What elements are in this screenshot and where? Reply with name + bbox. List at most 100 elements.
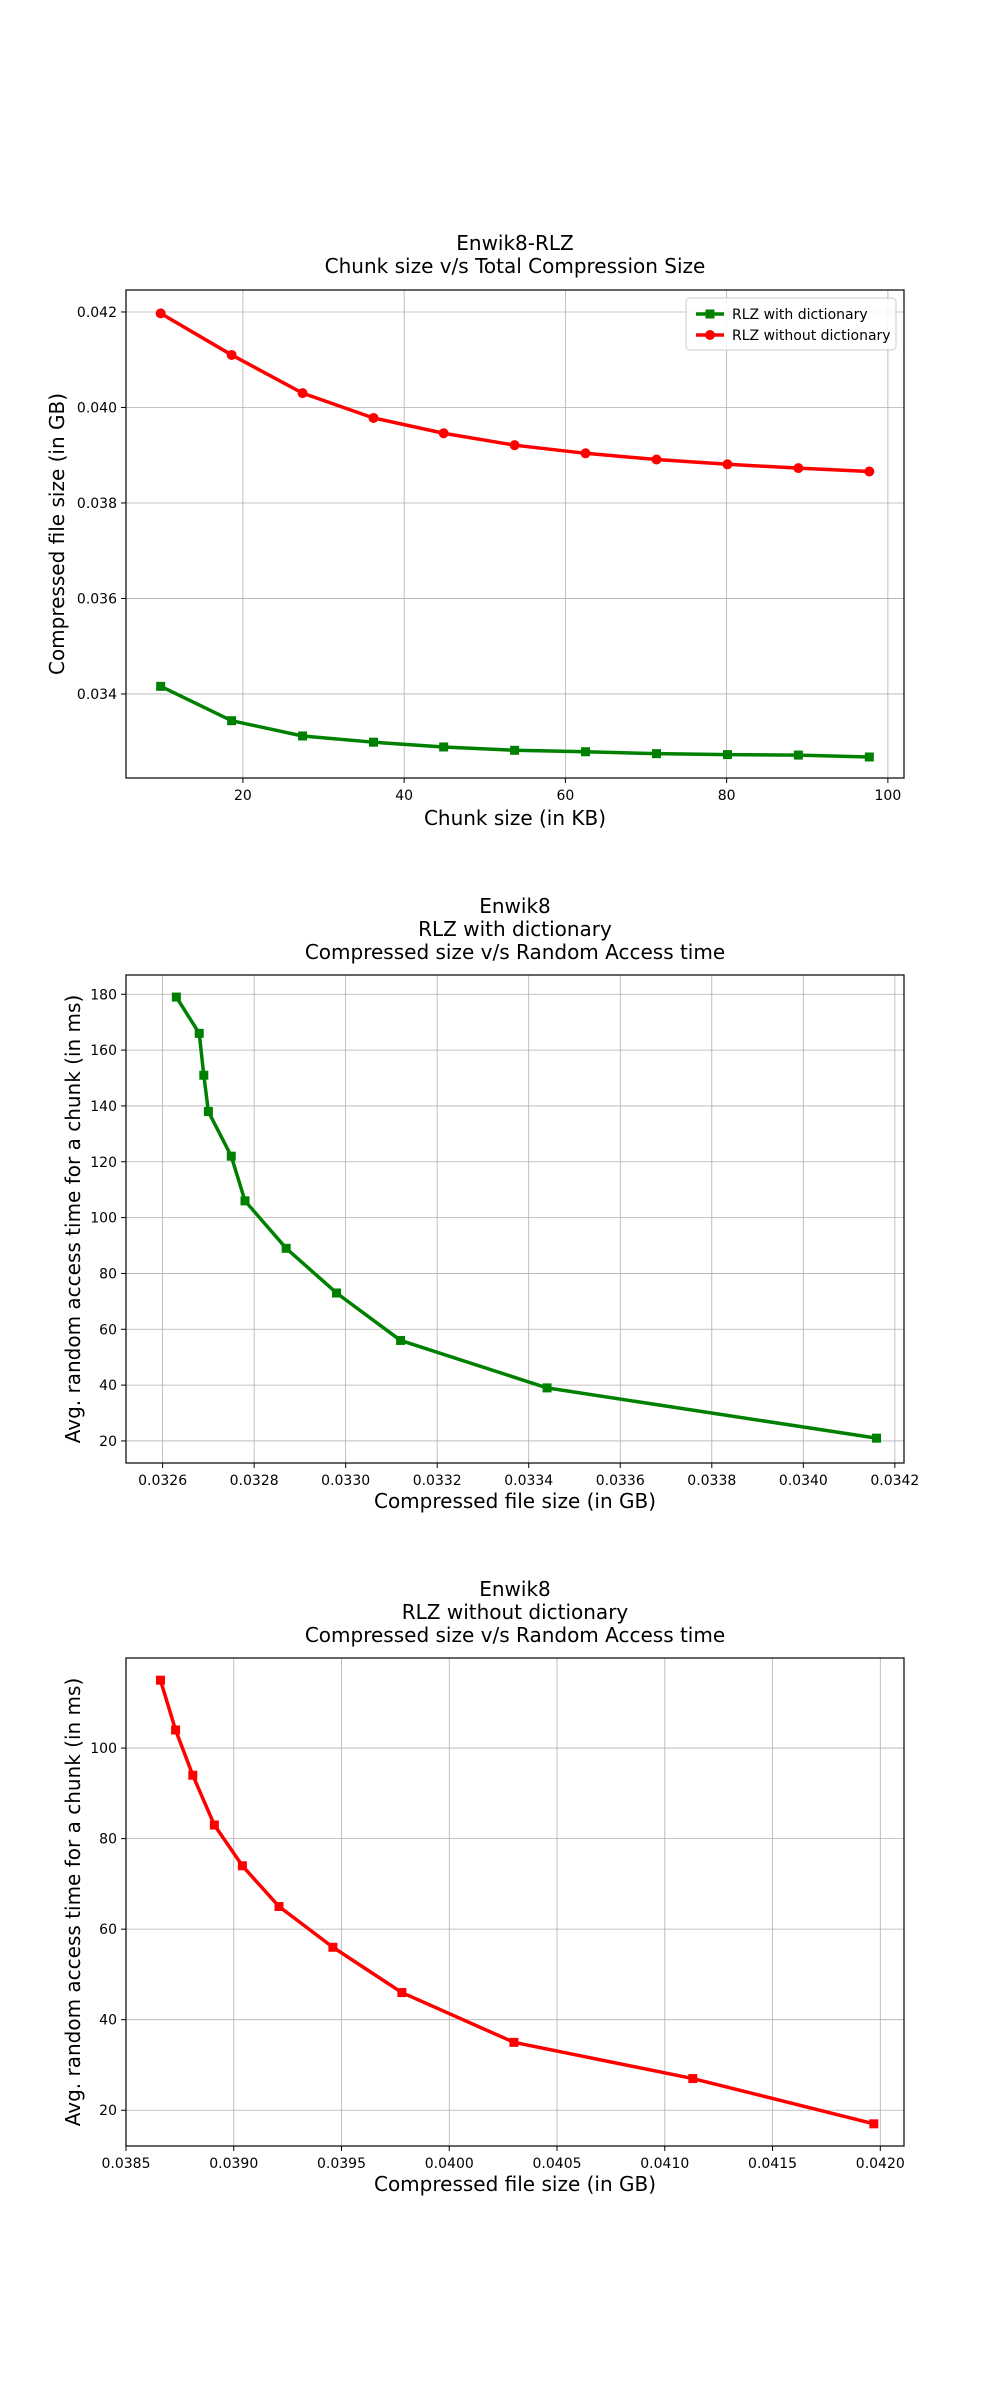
data-point: [203, 1107, 213, 1117]
data-point: [155, 308, 166, 319]
y-tick-label: 0.040: [77, 400, 117, 416]
y-tick-label: 40: [99, 2013, 117, 2029]
data-point: [651, 454, 662, 465]
data-point: [328, 1942, 338, 1952]
x-axis-label: Compressed file size (in GB): [374, 1489, 656, 1513]
x-tick-label: 0.0400: [425, 2156, 474, 2172]
x-tick-label: 0.0385: [102, 2156, 151, 2172]
data-point: [722, 750, 732, 760]
x-tick-label: 40: [395, 788, 413, 804]
data-point: [298, 731, 308, 741]
y-axis-label: Avg. random access time for a chunk (in …: [61, 995, 85, 1444]
y-tick-label: 80: [99, 1832, 117, 1848]
x-axis-label: Compressed file size (in GB): [374, 2172, 656, 2196]
y-tick-label: 0.038: [77, 496, 117, 512]
data-point: [226, 1151, 236, 1161]
data-point: [171, 1725, 181, 1735]
y-tick-label: 20: [99, 1434, 117, 1450]
chart-title-line: RLZ with dictionary: [418, 917, 612, 941]
y-tick-label: 0.036: [77, 591, 117, 607]
plot-frame: [125, 1657, 905, 2147]
chart-title-line: Enwik8-RLZ: [456, 231, 574, 255]
y-tick-label: 60: [99, 1322, 117, 1338]
x-tick-label: 0.0338: [687, 1473, 736, 1489]
data-point: [369, 737, 379, 747]
data-point: [281, 1243, 291, 1253]
x-tick-label: 100: [875, 788, 902, 804]
x-tick-label: 0.0330: [321, 1473, 370, 1489]
x-tick-label: 60: [556, 788, 574, 804]
data-point: [793, 463, 804, 474]
y-tick-label: 160: [90, 1043, 117, 1059]
x-tick-label: 0.0334: [504, 1473, 553, 1489]
data-point: [237, 1861, 247, 1871]
series-line: [158, 1679, 875, 2126]
y-axis-label: Avg. random access time for a chunk (in …: [61, 1678, 85, 2127]
chart-title-line: Compressed size v/s Random Access time: [305, 940, 725, 964]
y-tick-label: 60: [99, 1922, 117, 1938]
x-tick-label: 0.0326: [138, 1473, 187, 1489]
data-point: [509, 440, 520, 451]
y-tick-label: 80: [99, 1266, 117, 1282]
data-point: [209, 1820, 219, 1830]
data-point: [872, 1433, 882, 1443]
legend-label: RLZ with dictionary: [732, 307, 868, 323]
data-point: [156, 681, 166, 691]
data-point: [332, 1288, 342, 1298]
data-point: [439, 742, 449, 752]
y-tick-label: 120: [90, 1155, 117, 1171]
chart-title-line: RLZ without dictionary: [402, 1600, 629, 1624]
data-point: [722, 459, 733, 470]
x-tick-label: 0.0342: [870, 1473, 919, 1489]
data-point: [509, 2037, 519, 2047]
x-tick-label: 20: [234, 788, 252, 804]
x-tick-label: 0.0390: [209, 2156, 258, 2172]
data-point: [438, 428, 449, 439]
x-tick-label: 0.0332: [413, 1473, 462, 1489]
y-tick-label: 0.034: [77, 687, 117, 703]
data-point: [171, 992, 181, 1002]
x-tick-label: 0.0395: [317, 2156, 366, 2172]
x-tick-label: 0.0405: [533, 2156, 582, 2172]
x-tick-label: 0.0340: [779, 1473, 828, 1489]
data-point: [688, 2074, 698, 2084]
data-point: [227, 716, 237, 726]
y-tick-label: 40: [99, 1378, 117, 1394]
data-point: [274, 1902, 284, 1912]
y-tick-label: 20: [99, 2103, 117, 2119]
data-point: [397, 1988, 407, 1998]
data-point: [580, 448, 591, 459]
x-tick-label: 0.0328: [230, 1473, 279, 1489]
legend-label: RLZ without dictionary: [732, 328, 891, 344]
data-point: [226, 349, 237, 360]
plot-frame: [125, 974, 905, 1464]
data-point: [396, 1335, 406, 1345]
data-point: [510, 745, 520, 755]
chart-title-line: Enwik8: [479, 894, 551, 918]
x-tick-label: 80: [718, 788, 736, 804]
x-tick-label: 0.0420: [856, 2156, 905, 2172]
x-tick-label: 0.0410: [640, 2156, 689, 2172]
data-point: [581, 747, 591, 757]
data-point: [155, 1675, 165, 1685]
data-point: [188, 1770, 198, 1780]
y-tick-label: 100: [90, 1211, 117, 1227]
x-tick-label: 0.0415: [748, 2156, 797, 2172]
legend-box: [685, 297, 897, 351]
legend-marker: [705, 330, 715, 340]
chart-title-line: Chunk size v/s Total Compression Size: [325, 254, 706, 278]
legend: RLZ with dictionary RLZ without dictionar…: [685, 297, 897, 351]
data-point: [199, 1070, 209, 1080]
x-axis-label: Chunk size (in KB): [424, 806, 606, 830]
y-tick-label: 0.042: [77, 305, 117, 321]
data-point: [869, 2119, 879, 2129]
y-tick-label: 180: [90, 987, 117, 1003]
data-point: [651, 749, 661, 759]
legend-marker: [705, 309, 715, 319]
data-point: [793, 750, 803, 760]
y-tick-label: 100: [90, 1741, 117, 1757]
